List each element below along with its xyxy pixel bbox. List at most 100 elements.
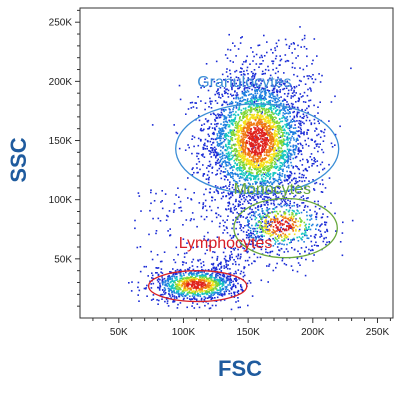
event-point [279, 89, 282, 91]
event-point [313, 254, 315, 256]
event-point [245, 196, 248, 198]
event-point [278, 122, 281, 124]
event-point [266, 232, 268, 235]
event-point [309, 99, 312, 102]
event-point [284, 120, 287, 122]
event-point [171, 280, 174, 283]
event-point [284, 160, 286, 162]
event-point [234, 205, 237, 208]
event-point [281, 216, 284, 218]
event-point [311, 245, 313, 247]
event-point [228, 157, 231, 160]
event-point [263, 99, 266, 101]
event-point [230, 120, 232, 122]
event-point [255, 240, 257, 242]
event-point [270, 218, 273, 221]
event-point [268, 125, 270, 127]
event-point [217, 162, 219, 164]
event-point [230, 247, 232, 249]
event-point [270, 143, 272, 145]
event-point [218, 282, 221, 284]
event-point [203, 81, 206, 83]
event-point [216, 117, 219, 119]
event-point [303, 115, 305, 118]
event-point [316, 160, 319, 162]
event-point [214, 151, 216, 153]
event-point [211, 296, 213, 299]
event-point [325, 221, 328, 224]
event-point [263, 235, 265, 237]
event-point [255, 107, 257, 109]
event-point [229, 209, 232, 211]
event-point [176, 275, 178, 278]
event-point [220, 279, 222, 282]
event-point [292, 103, 294, 106]
event-point [254, 153, 257, 156]
event-point [202, 164, 204, 166]
event-point [238, 159, 241, 161]
event-point [217, 289, 220, 292]
event-point [257, 113, 259, 115]
event-point [307, 237, 310, 240]
event-point [246, 282, 249, 285]
event-point [186, 283, 189, 285]
event-point [259, 56, 261, 59]
event-point [308, 99, 310, 102]
event-point [259, 96, 261, 99]
event-point [168, 284, 170, 286]
event-point [251, 96, 253, 98]
event-point [263, 226, 265, 229]
event-point [276, 135, 279, 138]
event-point [248, 280, 251, 282]
event-point [287, 190, 290, 192]
event-point [272, 153, 274, 156]
event-point [267, 233, 270, 235]
event-point [222, 145, 225, 148]
event-point [260, 91, 262, 94]
event-point [196, 171, 198, 174]
event-point [239, 125, 242, 128]
event-point [277, 233, 280, 236]
event-point [278, 187, 281, 190]
event-point [295, 224, 297, 227]
event-point [178, 283, 181, 286]
event-point [225, 101, 227, 104]
event-point [279, 215, 282, 217]
event-point [235, 111, 237, 113]
event-point [202, 276, 204, 279]
event-point [300, 233, 303, 235]
event-point [288, 111, 291, 113]
event-point [294, 194, 297, 197]
event-point [230, 287, 232, 289]
event-point [235, 101, 237, 103]
event-point [285, 264, 288, 266]
event-point [261, 166, 264, 168]
event-point [259, 157, 261, 160]
event-point [215, 304, 217, 307]
event-point [272, 108, 275, 110]
event-point [225, 149, 228, 151]
event-point [236, 218, 239, 220]
event-point [191, 212, 194, 214]
event-point [237, 190, 240, 193]
event-point [205, 216, 208, 218]
event-point [241, 188, 243, 191]
event-point [243, 70, 245, 73]
event-point [211, 132, 214, 135]
event-point [260, 125, 263, 128]
event-point [263, 96, 265, 99]
event-point [249, 63, 251, 65]
event-point [191, 168, 193, 171]
event-point [279, 91, 281, 93]
event-point [212, 287, 215, 290]
event-point [233, 291, 235, 294]
event-point [267, 154, 269, 157]
event-point [298, 135, 300, 137]
event-point [237, 297, 239, 299]
event-point [266, 222, 268, 224]
event-point [195, 278, 197, 280]
event-point [250, 108, 253, 111]
event-point [262, 79, 265, 82]
event-point [209, 205, 211, 208]
event-point [239, 143, 242, 145]
